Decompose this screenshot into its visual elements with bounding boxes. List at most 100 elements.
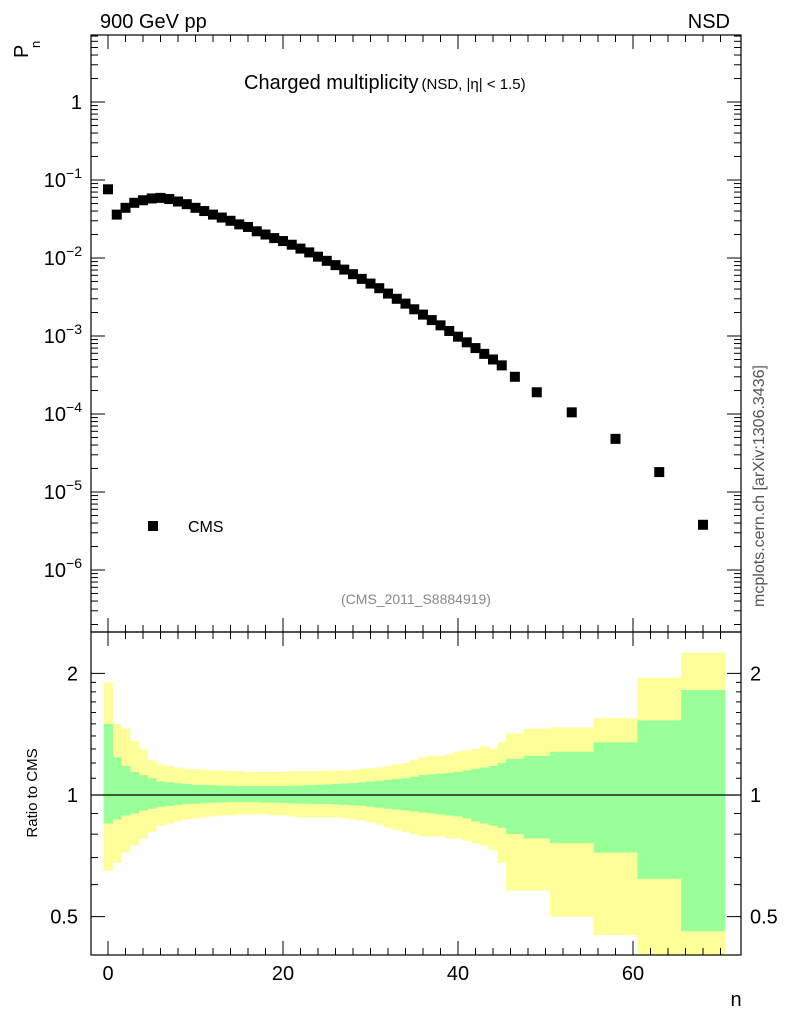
main-ytick-label-exp: −6 bbox=[66, 555, 82, 571]
ratio-band-inner bbox=[226, 785, 236, 803]
data-point bbox=[243, 221, 253, 232]
ratio-band-inner bbox=[418, 775, 428, 813]
ratio-band-inner bbox=[436, 773, 446, 815]
main-ytick-label-base: 10 bbox=[44, 326, 66, 348]
data-point bbox=[181, 199, 192, 210]
legend-marker-cms bbox=[148, 521, 158, 531]
ratio-plot-frame bbox=[90, 631, 742, 956]
data-point bbox=[164, 194, 175, 205]
ratio-band-inner bbox=[637, 720, 682, 879]
xaxis-label: n bbox=[730, 989, 741, 1011]
data-point bbox=[120, 202, 131, 213]
ratio-ytick-label-right: 0.5 bbox=[750, 907, 778, 929]
main-ytick-label-exp: −2 bbox=[66, 243, 82, 259]
data-point bbox=[566, 407, 577, 418]
data-point bbox=[531, 387, 542, 398]
ratio-band-inner bbox=[681, 689, 726, 932]
ratio-band-inner bbox=[392, 779, 402, 810]
main-ytick-label: 10−6 bbox=[44, 555, 82, 582]
main-ytick-label-base: 10 bbox=[44, 170, 66, 192]
data-point bbox=[313, 251, 323, 262]
ratio-band-inner bbox=[191, 784, 201, 804]
data-point bbox=[509, 371, 520, 382]
chart-title-suffix: (NSD, |η| < 1.5) bbox=[422, 76, 526, 93]
data-point bbox=[461, 337, 472, 348]
data-point bbox=[365, 278, 376, 289]
ratio-band-inner bbox=[339, 783, 350, 805]
main-ytick-label: 1 bbox=[71, 92, 82, 114]
data-point bbox=[339, 264, 350, 275]
data-point bbox=[496, 360, 507, 371]
data-point bbox=[129, 197, 140, 208]
main-ylabel-sub: n bbox=[28, 41, 43, 48]
ratio-ytick-label-right: 2 bbox=[750, 663, 761, 685]
main-axis-ticks: 10−610−510−410−310−210−11 bbox=[44, 35, 741, 632]
data-point bbox=[155, 192, 166, 203]
ratio-band-inner bbox=[217, 785, 227, 803]
ratio-band-inner bbox=[366, 781, 376, 807]
data-point bbox=[173, 196, 183, 207]
main-ylabel-text: P bbox=[11, 45, 33, 58]
main-ytick-label-base: 10 bbox=[44, 560, 66, 582]
data-point bbox=[356, 273, 367, 284]
data-point bbox=[234, 219, 245, 230]
data-point bbox=[426, 315, 437, 326]
data-point bbox=[103, 184, 113, 195]
data-point bbox=[278, 236, 288, 247]
ratio-band-inner bbox=[208, 785, 218, 803]
ratio-band-inner bbox=[164, 782, 175, 806]
main-plot-frame bbox=[90, 34, 742, 633]
data-point bbox=[111, 209, 122, 220]
header-left-label: 900 GeV pp bbox=[100, 11, 207, 33]
main-ytick-label-base: 10 bbox=[44, 482, 66, 504]
ratio-band-inner bbox=[147, 778, 157, 809]
main-ytick-label: 10−5 bbox=[44, 477, 82, 504]
ratio-band-inner bbox=[322, 784, 332, 804]
cms-data-points bbox=[103, 184, 708, 530]
ratio-band-inner bbox=[243, 786, 253, 803]
ratio-band-inner bbox=[199, 784, 210, 804]
ratio-band-inner bbox=[357, 782, 367, 806]
data-point bbox=[391, 293, 402, 304]
data-point bbox=[269, 233, 280, 244]
ratio-ytick-label-left: 2 bbox=[67, 663, 78, 685]
xtick-label: 0 bbox=[102, 963, 113, 985]
data-point bbox=[138, 195, 148, 206]
ratio-band-inner bbox=[138, 775, 148, 811]
main-ytick-label-exp: −5 bbox=[66, 477, 82, 493]
analysis-id-label: (CMS_2011_S8884919) bbox=[341, 591, 491, 607]
main-ytick-label-exp: −3 bbox=[66, 321, 82, 337]
data-point bbox=[698, 519, 708, 530]
main-ytick-label: 10−1 bbox=[44, 165, 82, 192]
chart-title: Charged multiplicity (NSD, |η| < 1.5) bbox=[244, 72, 526, 94]
main-ytick-label: 10−4 bbox=[44, 399, 82, 426]
data-point bbox=[383, 288, 393, 299]
data-point bbox=[251, 226, 262, 237]
main-ytick-label: 10−3 bbox=[44, 321, 82, 348]
data-point bbox=[304, 247, 315, 258]
ratio-ylabel: Ratio to CMS bbox=[24, 748, 41, 837]
data-point bbox=[435, 320, 446, 331]
xtick-label: 20 bbox=[272, 963, 294, 985]
data-point bbox=[444, 325, 455, 336]
legend: CMS bbox=[148, 519, 224, 536]
data-point bbox=[348, 269, 358, 280]
ratio-band-inner bbox=[348, 783, 358, 806]
ratio-uncertainty-bands bbox=[103, 652, 726, 955]
ratio-axis-ticks: 0.5 0.51 12 20 20 40 60 bbox=[50, 632, 778, 985]
ratio-band-inner bbox=[523, 755, 551, 839]
main-ytick-label-base: 10 bbox=[44, 404, 66, 426]
ratio-band-inner bbox=[313, 784, 323, 804]
main-ytick-label-exp: −1 bbox=[66, 165, 82, 181]
data-point bbox=[295, 243, 306, 254]
legend-label-cms: CMS bbox=[188, 519, 224, 536]
data-point bbox=[330, 260, 341, 271]
data-point bbox=[488, 354, 498, 365]
ratio-band-inner bbox=[261, 786, 271, 803]
ratio-band-inner bbox=[453, 772, 463, 817]
ratio-band-inner bbox=[549, 751, 595, 844]
main-ytick-label-base: 10 bbox=[44, 248, 66, 270]
source-side-label: mcplots.cern.ch [arXiv:1306.3436] bbox=[751, 365, 768, 607]
data-point bbox=[409, 304, 420, 315]
